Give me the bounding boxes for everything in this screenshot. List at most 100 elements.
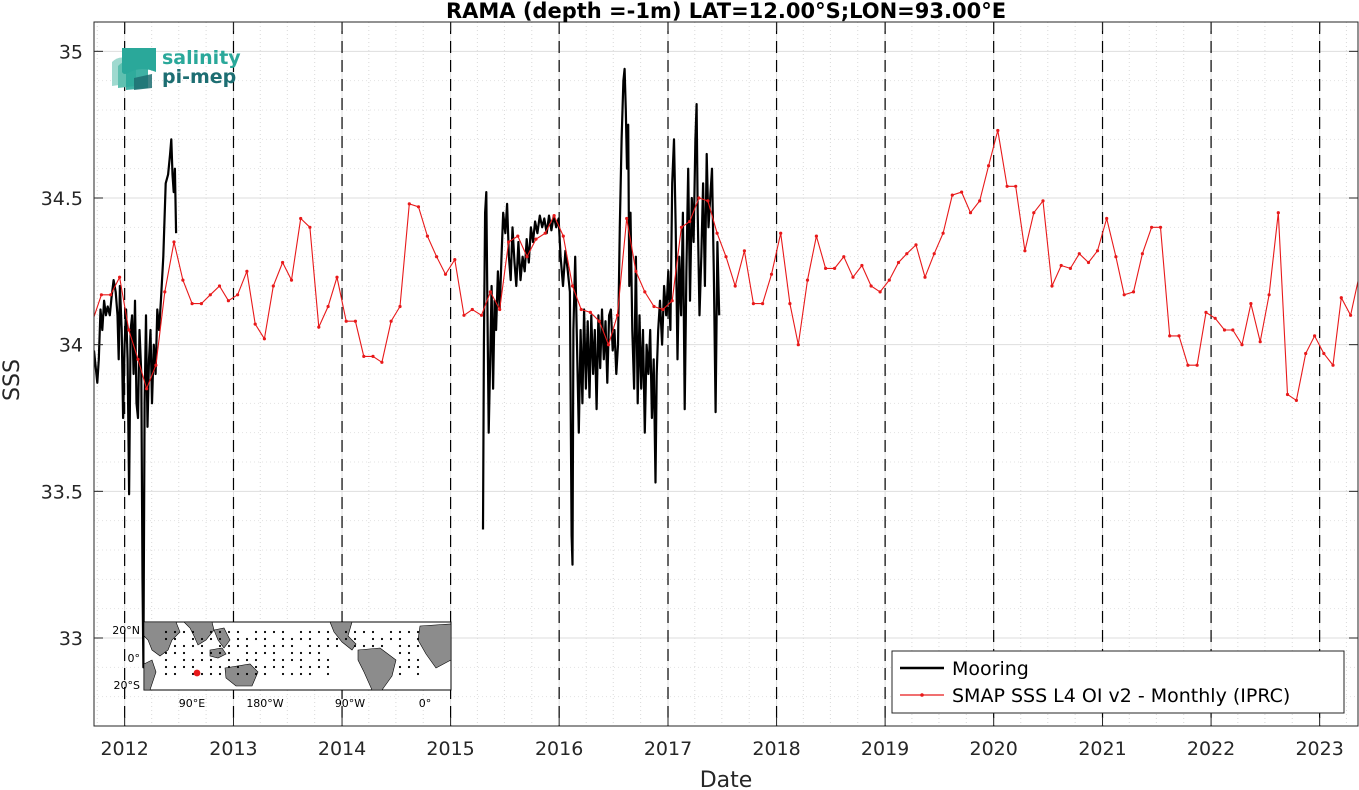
smap-point [1158,225,1163,229]
inset-buoy-dot [173,665,177,669]
inset-buoy-dot [191,644,195,648]
smap-point [217,284,222,288]
inset-buoy-dot [254,630,258,634]
inset-buoy-dot [308,630,312,634]
inset-buoy-dot [335,644,339,648]
inset-buoy-dot [173,672,177,676]
inset-buoy-dot [209,658,213,662]
smap-point [425,234,429,238]
inset-buoy-dot [317,658,321,662]
smap-point [1186,363,1190,367]
smap-point [308,225,312,229]
inset-buoy-dot [317,665,321,669]
inset-buoy-dot [173,630,177,634]
inset-buoy-dot [290,644,294,648]
smap-point [742,249,747,253]
smap-point [181,278,185,282]
inset-lon-label: 90°W [335,697,365,710]
inset-buoy-dot [164,630,168,634]
smap-point [950,193,954,197]
legend-marker-smap [920,693,924,697]
inset-buoy-dot [389,637,393,641]
inset-buoy-dot [335,637,339,641]
smap-point [688,219,692,224]
inset-buoy-dot [299,665,303,669]
inset-buoy-dot [191,665,195,669]
smap-point [154,363,158,367]
smap-point [1349,313,1353,317]
smap-point [1177,334,1181,338]
inset-buoy-dot [344,630,348,634]
inset-buoy-dot [380,637,384,641]
inset-buoy-dot [371,630,375,634]
inset-buoy-dot [218,651,222,655]
smap-point [1331,363,1335,367]
smap-point [190,302,194,306]
inset-buoy-dot [227,658,231,662]
smap-point [634,269,638,273]
inset-buoy-dot [371,637,375,641]
inset-buoy-dot [191,637,195,641]
smap-point [724,255,728,259]
smap-point [588,310,593,314]
inset-buoy-dot [200,637,204,641]
smap-point [1140,252,1144,256]
inset-buoy-dot [245,637,249,641]
inset-buoy-dot [200,672,204,676]
smap-point [281,260,285,265]
inset-buoy-dot [263,637,267,641]
smap-point [208,293,212,297]
x-tick-label: 2021 [1078,738,1126,760]
inset-buoy-dot [398,665,402,669]
smap-point [661,307,665,312]
inset-buoy-dot [236,637,240,641]
smap-point [534,237,538,241]
inset-buoy-dot [164,665,168,669]
smap-point [996,128,1000,133]
chart-title: RAMA (depth =-1m) LAT=12.00°S;LON=93.00°… [446,0,1006,23]
inset-buoy-dot [209,651,213,655]
inset-buoy-dot [326,637,330,641]
inset-buoy-dot [308,651,312,655]
inset-buoy-dot [173,651,177,655]
y-tick-label: 33 [59,628,83,650]
smap-point [407,202,411,206]
inset-buoy-dot [398,637,402,641]
inset-buoy-dot [263,672,267,676]
smap-point [932,252,936,256]
inset-buoy-dot [416,665,420,669]
inset-buoy-dot [263,651,267,655]
inset-buoy-dot [299,637,303,641]
smap-point [751,302,756,306]
inset-buoy-dot [254,672,258,676]
inset-lon-label: 90°E [179,697,205,710]
smap-point [118,275,122,279]
inset-buoy-dot [209,630,213,634]
inset-buoy-dot [227,651,231,655]
inset-location-map: 20°N 0° 20°S 90°E 180°W 90°W 0° [112,621,452,710]
inset-buoy-dot [191,672,195,676]
smap-point [1077,252,1081,256]
smap-point [245,269,249,273]
smap-point [796,343,800,347]
smap-point [488,290,492,294]
inset-buoy-dot [227,644,231,648]
inset-buoy-dot [272,630,276,634]
inset-land [143,659,157,691]
inset-land [209,647,227,659]
inset-lon-label: 180°W [246,697,283,710]
inset-buoy-dot [389,630,393,634]
smap-point [652,304,656,309]
inset-buoy-dot [290,637,294,641]
inset-buoy-dot [398,651,402,655]
legend-label-mooring: Mooring [952,658,1029,680]
inset-buoy-dot [416,658,420,662]
inset-buoy-dot [398,644,402,648]
smap-point [470,307,474,312]
inset-buoy-dot [353,644,357,648]
y-axis-label: SSS [0,359,25,401]
inset-buoy-dot [299,630,303,634]
smap-point [389,319,393,323]
inset-buoy-dot [326,644,330,648]
smap-point [625,216,629,221]
